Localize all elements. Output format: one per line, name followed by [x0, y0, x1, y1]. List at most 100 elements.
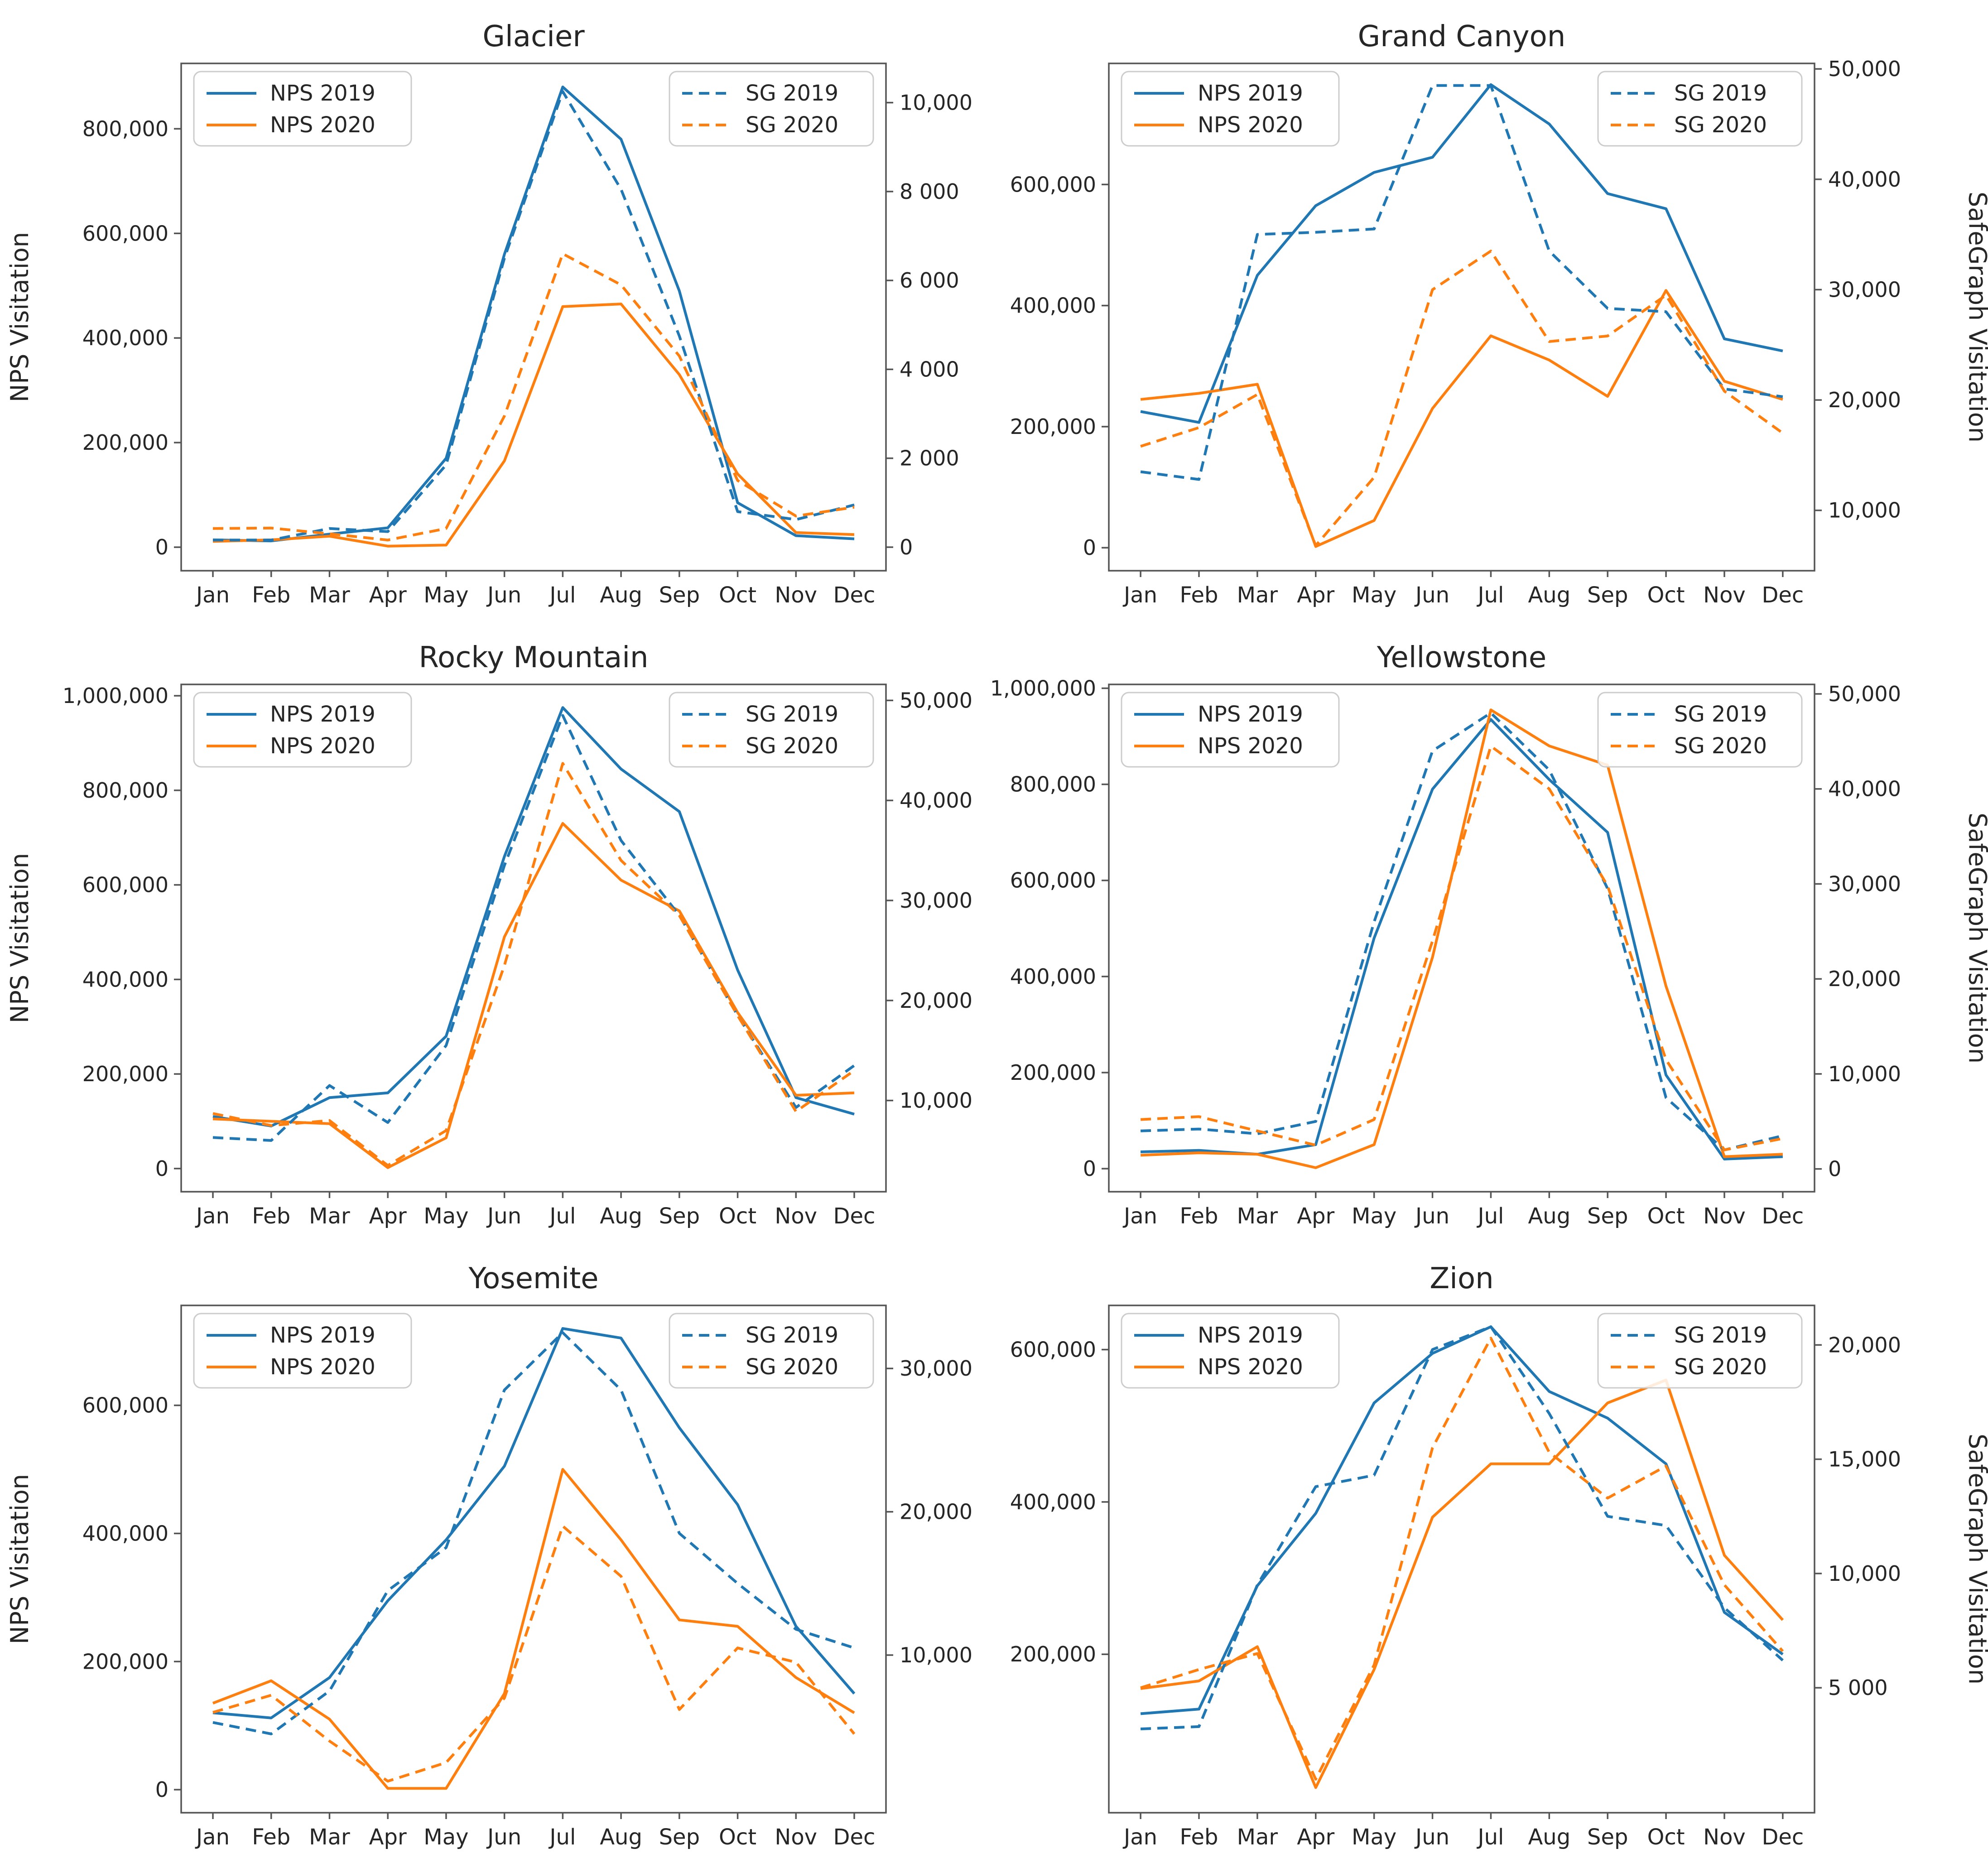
- legend-label: SG 2020: [746, 733, 838, 759]
- legend-label: NPS 2020: [1198, 1354, 1303, 1380]
- chart-title: Yellowstone: [1376, 641, 1546, 674]
- series-line-nps-2020: [1140, 708, 1783, 1169]
- legend-label: SG 2019: [746, 81, 838, 106]
- month-label: Jul: [548, 582, 576, 608]
- plot-border: [180, 63, 887, 572]
- series-line-sg-2019: [212, 714, 855, 1142]
- month-label: Sep: [1587, 1203, 1627, 1229]
- left-tick-label: 200,000: [1010, 414, 1096, 439]
- month-label: Mar: [309, 1203, 350, 1229]
- left-tick-label: 600,000: [82, 1393, 168, 1418]
- month-label: Aug: [600, 1824, 642, 1850]
- right-tick-label: 10,000: [1828, 1561, 1901, 1586]
- left-tick-label: 200,000: [1010, 1060, 1096, 1085]
- legend-box-sg: [669, 692, 874, 768]
- month-label: Jul: [1476, 1203, 1504, 1229]
- right-tick-label: 15,000: [1828, 1447, 1901, 1472]
- right-tick-label: 30,000: [900, 1356, 972, 1381]
- legend-label: SG 2019: [1674, 702, 1767, 727]
- legend-box-nps: [193, 1313, 412, 1389]
- left-tick-label: 600,000: [82, 221, 168, 246]
- month-label: Apr: [1297, 582, 1334, 608]
- month-label: Feb: [252, 582, 290, 608]
- series-line-nps-2020: [1140, 289, 1783, 548]
- right-tick-label: 4 000: [900, 357, 959, 381]
- legend-label: SG 2020: [746, 112, 838, 138]
- subplot-grand-canyon: Grand Canyon 0 200,000 400,000 600,000 10,000…: [1010, 20, 1988, 608]
- month-label: Apr: [369, 1203, 407, 1229]
- month-label: Mar: [1237, 1203, 1278, 1229]
- subplot-rocky-mountain: Rocky Mountain 0 200,000 400,000 600,000 800,…: [5, 641, 972, 1229]
- right-tick-label: 30,000: [900, 888, 972, 913]
- legend-box-nps: [1121, 1313, 1339, 1389]
- month-label: Nov: [775, 1203, 817, 1229]
- legend-label: NPS 2019: [1198, 702, 1303, 727]
- left-tick-label: 600,000: [82, 873, 168, 897]
- legend-box-sg: [1597, 1313, 1802, 1389]
- legend-label: NPS 2020: [1198, 733, 1303, 759]
- legend-label: NPS 2019: [270, 702, 375, 727]
- right-tick-label: 10,000: [900, 91, 972, 115]
- left-tick-label: 400,000: [82, 1521, 168, 1545]
- series-line-nps-2020: [212, 1468, 855, 1790]
- month-label: Dec: [833, 1203, 876, 1229]
- month-label: Jan: [1122, 1203, 1157, 1229]
- legend-label: SG 2020: [1674, 112, 1767, 138]
- month-label: Jul: [548, 1824, 576, 1850]
- series-line-nps-2019: [212, 1327, 856, 1719]
- right-tick-label: 6 000: [900, 268, 959, 293]
- month-label: Jun: [486, 582, 521, 608]
- left-tick-label: 200,000: [82, 1062, 168, 1086]
- month-label: Feb: [1179, 1824, 1218, 1850]
- month-label: Apr: [1297, 1824, 1334, 1850]
- left-tick-label: 0: [155, 1156, 168, 1181]
- month-label: Jun: [1414, 1824, 1449, 1850]
- month-label: Jul: [548, 1203, 576, 1229]
- month-label: Apr: [369, 582, 407, 608]
- series-line-sg-2020: [1140, 250, 1784, 547]
- left-tick-label: 0: [1083, 1156, 1096, 1181]
- plot-border: [180, 684, 887, 1193]
- legend-label: NPS 2020: [270, 1354, 375, 1380]
- month-label: Mar: [309, 1824, 350, 1850]
- right-tick-label: 0: [1828, 1157, 1841, 1181]
- left-tick-label: 400,000: [1010, 1490, 1096, 1514]
- legend-label: NPS 2020: [270, 112, 375, 138]
- series-line-sg-2020: [1140, 1337, 1784, 1781]
- series-line-nps-2020: [212, 822, 855, 1169]
- month-label: Aug: [1528, 582, 1570, 608]
- series-line-nps-2019: [212, 86, 855, 543]
- legend-label: SG 2020: [746, 1354, 838, 1380]
- month-label: Aug: [1528, 1203, 1570, 1229]
- month-label: Nov: [775, 1824, 817, 1850]
- right-tick-label: 10,000: [1828, 498, 1901, 523]
- month-label: Dec: [1762, 582, 1804, 608]
- right-tick-label: 40,000: [900, 788, 972, 813]
- right-tick-label: 50,000: [900, 688, 972, 712]
- y-axis-label-right: SafeGraph Visitation: [1963, 192, 1988, 443]
- right-tick-label: 50,000: [1828, 682, 1901, 706]
- month-label: Jan: [1122, 1824, 1157, 1850]
- plot-border: [1107, 1305, 1815, 1814]
- month-label: Sep: [659, 582, 700, 608]
- month-label: Jun: [1414, 582, 1449, 608]
- legend-box-sg: [1597, 71, 1802, 147]
- month-label: May: [424, 1203, 468, 1229]
- series-line-sg-2019: [213, 90, 855, 542]
- month-label: Aug: [1528, 1824, 1570, 1850]
- plot-border: [1107, 684, 1815, 1193]
- left-tick-label: 0: [1083, 535, 1096, 560]
- month-label: Jan: [195, 582, 230, 608]
- legend-label: NPS 2019: [270, 1323, 375, 1348]
- y-axis-label-left: NPS Visitation: [5, 232, 34, 402]
- legend-label: SG 2020: [1674, 1354, 1767, 1380]
- chart-title: Grand Canyon: [1357, 20, 1565, 53]
- month-label: Feb: [1179, 582, 1218, 608]
- right-tick-label: 20,000: [1828, 967, 1901, 991]
- legend-label: NPS 2020: [1198, 112, 1303, 138]
- series-line-sg-2019: [1140, 84, 1783, 481]
- left-tick-label: 200,000: [1010, 1642, 1096, 1666]
- y-axis-label-right: SafeGraph Visitation: [1963, 813, 1988, 1064]
- left-tick-label: 600,000: [1010, 868, 1096, 893]
- right-tick-label: 10,000: [1828, 1062, 1901, 1086]
